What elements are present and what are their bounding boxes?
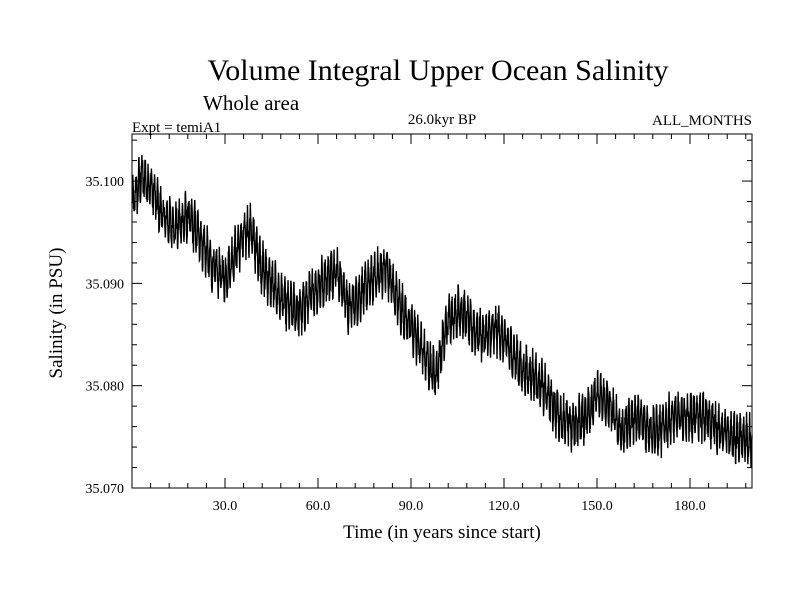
y-tick-label: 35.070	[86, 482, 125, 497]
x-tick-label: 60.0	[306, 499, 331, 514]
salinity-series-line	[131, 154, 753, 468]
x-tick-label: 90.0	[399, 499, 424, 514]
x-tick-label: 180.0	[674, 499, 706, 514]
x-axis-label: Time (in years since start)	[343, 522, 541, 543]
chart-subtitle: Whole area	[203, 91, 300, 115]
y-tick-label: 35.080	[86, 380, 125, 395]
plot-frame	[131, 133, 753, 489]
y-tick-label: 35.100	[86, 175, 125, 190]
ticks-layer	[132, 134, 752, 488]
x-tick-label: 150.0	[581, 499, 613, 514]
x-tick-label: 120.0	[488, 499, 520, 514]
x-tick-label: 30.0	[213, 499, 238, 514]
chart-title: Volume Integral Upper Ocean Salinity	[208, 54, 669, 87]
period-label: 26.0kyr BP	[408, 112, 476, 128]
experiment-label: Expt = temiA1	[132, 120, 221, 136]
months-label: ALL_MONTHS	[652, 113, 752, 129]
y-axis-label: Salinity (in PSU)	[46, 248, 67, 379]
tick-labels-layer: 30.0 60.0 90.0 120.0 150.0 180.0 35.070 35.080 3…	[86, 175, 706, 514]
series-layer	[131, 154, 753, 468]
y-tick-label: 35.090	[86, 277, 125, 292]
